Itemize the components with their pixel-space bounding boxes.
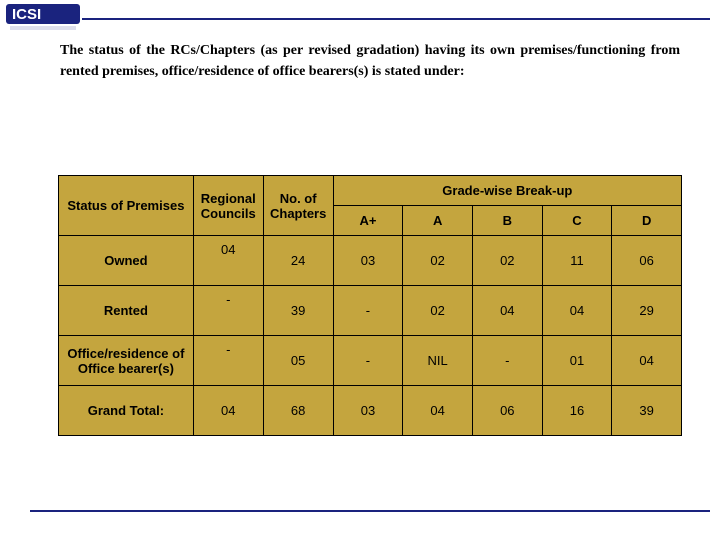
header-grade-a-plus: A+ — [333, 206, 403, 236]
cell-grade: 04 — [542, 286, 612, 336]
cell-nc: 24 — [263, 236, 333, 286]
header-grade-d: D — [612, 206, 682, 236]
cell-nc: 68 — [263, 386, 333, 436]
cell-grade: 02 — [403, 236, 473, 286]
cell-rc: - — [193, 336, 263, 386]
cell-grade: 29 — [612, 286, 682, 336]
cell-grade: 02 — [472, 236, 542, 286]
cell-grade: 03 — [333, 236, 403, 286]
cell-grade: NIL — [403, 336, 473, 386]
intro-paragraph: The status of the RCs/Chapters (as per r… — [60, 40, 680, 82]
cell-rc: - — [193, 286, 263, 336]
cell-grade: - — [333, 336, 403, 386]
logo: ICSI — [6, 4, 80, 32]
svg-text:ICSI: ICSI — [12, 6, 41, 23]
cell-grade: 03 — [333, 386, 403, 436]
cell-grade: - — [333, 286, 403, 336]
cell-status: Office/residence of Office bearer(s) — [59, 336, 194, 386]
premises-table-wrap: Status of Premises Regional Councils No.… — [58, 175, 682, 436]
top-divider — [82, 18, 710, 20]
cell-grade: 16 — [542, 386, 612, 436]
cell-nc: 05 — [263, 336, 333, 386]
table-row: Rented - 39 - 02 04 04 29 — [59, 286, 682, 336]
cell-rc: 04 — [193, 386, 263, 436]
header-grade-breakup: Grade-wise Break-up — [333, 176, 681, 206]
cell-grade: 04 — [472, 286, 542, 336]
bottom-divider — [30, 510, 710, 512]
cell-grade: 06 — [472, 386, 542, 436]
cell-grade: 06 — [612, 236, 682, 286]
premises-table: Status of Premises Regional Councils No.… — [58, 175, 682, 436]
cell-grade: 39 — [612, 386, 682, 436]
cell-nc: 39 — [263, 286, 333, 336]
table-row: Owned 04 24 03 02 02 11 06 — [59, 236, 682, 286]
cell-grade: 01 — [542, 336, 612, 386]
cell-rc: 04 — [193, 236, 263, 286]
cell-grade: 04 — [403, 386, 473, 436]
cell-grade: 04 — [612, 336, 682, 386]
table-row: Office/residence of Office bearer(s) - 0… — [59, 336, 682, 386]
table-row: Grand Total: 04 68 03 04 06 16 39 — [59, 386, 682, 436]
cell-status: Grand Total: — [59, 386, 194, 436]
header-grade-b: B — [472, 206, 542, 236]
cell-grade: - — [472, 336, 542, 386]
header-regional-councils: Regional Councils — [193, 176, 263, 236]
cell-grade: 11 — [542, 236, 612, 286]
header-no-chapters: No. of Chapters — [263, 176, 333, 236]
header-grade-a: A — [403, 206, 473, 236]
header-grade-c: C — [542, 206, 612, 236]
cell-status: Rented — [59, 286, 194, 336]
cell-grade: 02 — [403, 286, 473, 336]
cell-status: Owned — [59, 236, 194, 286]
header-status: Status of Premises — [59, 176, 194, 236]
